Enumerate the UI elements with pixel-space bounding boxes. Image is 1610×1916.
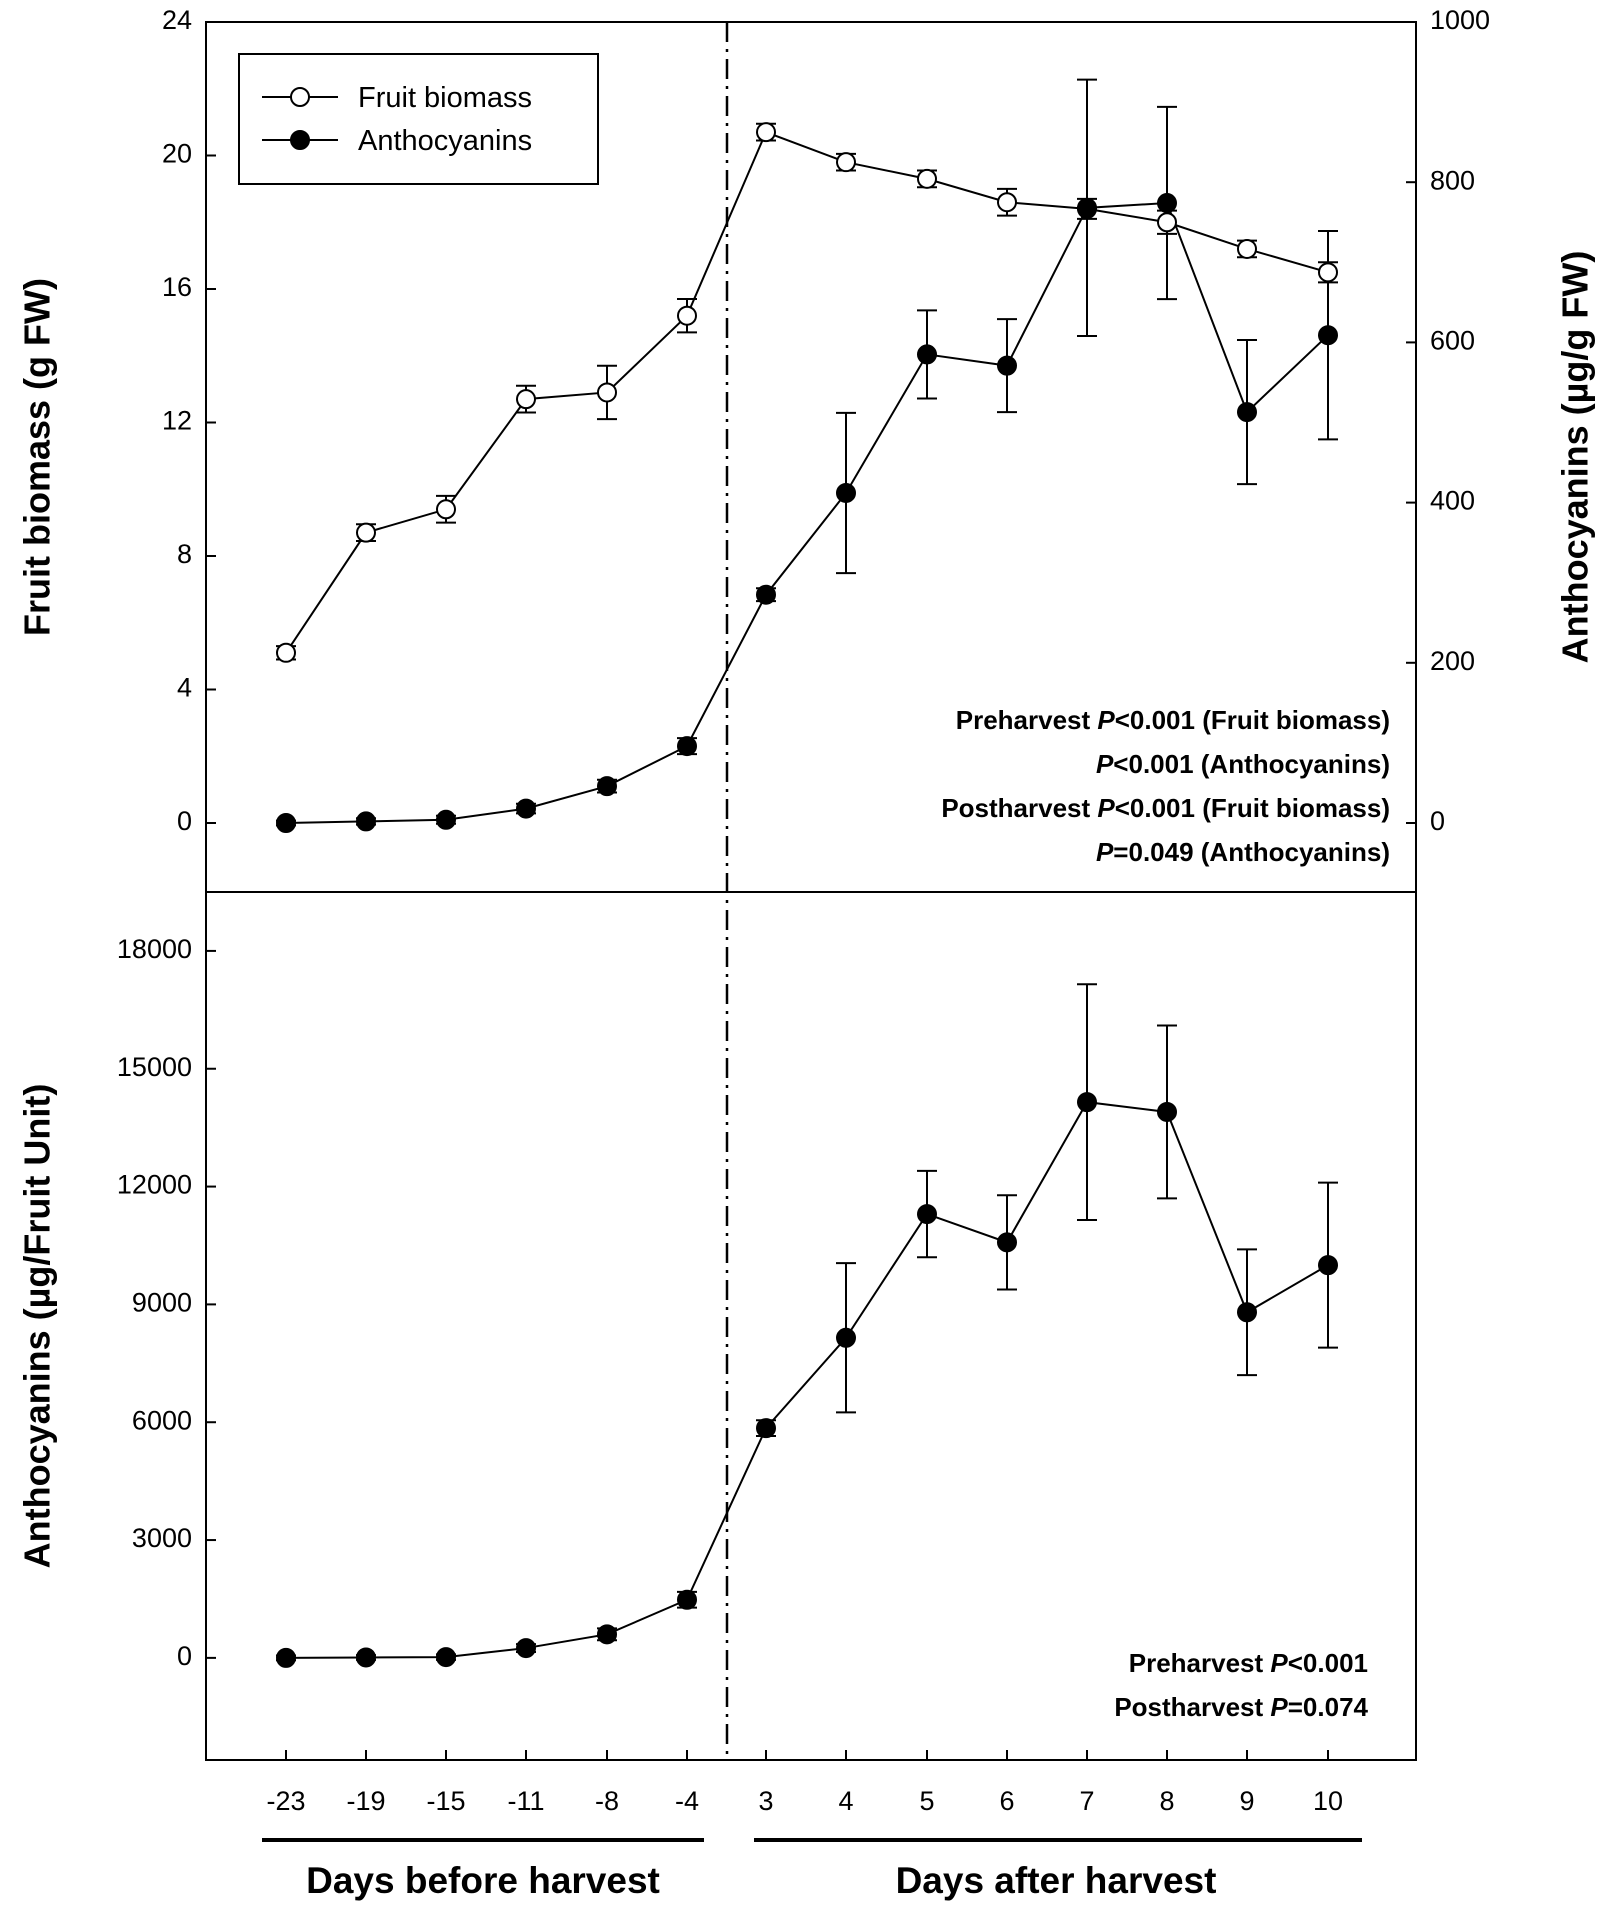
anthocyanins-per-fruit-point [1077, 1092, 1097, 1113]
top-left-axis-title: Fruit biomass (g FW) [17, 278, 58, 636]
anthocyanins-fw-point [756, 584, 776, 605]
y-tick-label: 12 [162, 406, 192, 436]
anthocyanins-per-fruit-point [836, 1327, 856, 1348]
x-tick-label: -8 [595, 1786, 619, 1816]
annotation-line: P=0.049 (Anthocyanins) [1096, 837, 1390, 867]
y-tick-label: 15000 [117, 1052, 192, 1082]
fruit-biomass-line [285, 130, 1329, 654]
anthocyanins-per-fruit-point [917, 1204, 937, 1225]
x-tick-label: 4 [838, 1786, 853, 1816]
anthocyanins-per-fruit-point [1318, 1255, 1338, 1276]
anthocyanins-fw-point [597, 776, 617, 797]
fruit-biomass-point [436, 499, 456, 520]
x-tick-label: 9 [1239, 1786, 1254, 1816]
anthocyanins-fw-point [1157, 193, 1177, 214]
y-right-tick-label: 1000 [1430, 5, 1490, 35]
anthocyanins-per-fruit-point [997, 1232, 1017, 1253]
y-right-tick-label: 0 [1430, 806, 1445, 836]
anthocyanins-fw-point [917, 344, 937, 365]
x-tick-label: -11 [507, 1786, 544, 1816]
anthocyanins-per-fruit-point [1157, 1101, 1177, 1122]
x-tick-label: 8 [1159, 1786, 1174, 1816]
anthocyanins-fw-point [997, 355, 1017, 376]
anthocyanins-per-fruit-point [756, 1418, 776, 1439]
anthocyanins-per-fruit-point [276, 1647, 296, 1668]
anthocyanins-per-fruit-point [677, 1589, 697, 1610]
fruit-biomass-point [836, 152, 856, 173]
legend-box [238, 53, 599, 185]
top-panel-annotation: Preharvest P<0.001 (Fruit biomass) P<0.0… [941, 705, 1390, 867]
anthocyanins-per-fruit-point [597, 1624, 617, 1645]
y-tick-label: 3000 [132, 1523, 192, 1553]
annotation-line: Postharvest P<0.001 (Fruit biomass) [941, 793, 1390, 823]
fruit-biomass-point [677, 305, 697, 326]
days-after-harvest-label: Days after harvest [896, 1860, 1217, 1901]
x-tick-label: 3 [758, 1786, 773, 1816]
anthocyanins-fw-point [516, 798, 536, 819]
anthocyanins-per-fruit-point [356, 1647, 376, 1668]
legend-marker-open-circle [290, 87, 310, 107]
x-tick-label: 10 [1313, 1786, 1343, 1816]
anthocyanins-per-fruit-point [516, 1638, 536, 1659]
x-tick-label: -23 [266, 1786, 305, 1816]
fruit-biomass-point [356, 522, 376, 543]
anthocyanins-per-fruit-line [285, 1101, 1329, 1659]
days-before-harvest-label: Days before harvest [306, 1860, 660, 1901]
bottom-panel-annotation: Preharvest P<0.001 Postharvest P=0.074 [1114, 1648, 1368, 1722]
x-tick-label: -15 [426, 1786, 465, 1816]
anthocyanins-per-fruit-point [436, 1647, 456, 1668]
legend-label-fruit-biomass: Fruit biomass [358, 82, 532, 114]
x-tick-label: -4 [675, 1786, 699, 1816]
x-tick-label: 5 [919, 1786, 934, 1816]
y-right-tick-label: 400 [1430, 486, 1475, 516]
anthocyanins-fw-line [285, 201, 1329, 824]
y-tick-label: 18000 [117, 934, 192, 964]
legend-label-anthocyanins: Anthocyanins [358, 125, 532, 157]
fruit-biomass-point [516, 389, 536, 410]
y-tick-label: 0 [177, 1641, 192, 1671]
anthocyanins-per-fruit-point [1237, 1302, 1257, 1323]
fruit-biomass-point [1318, 262, 1338, 283]
y-tick-label: 12000 [117, 1170, 192, 1200]
y-tick-label: 0 [177, 806, 192, 836]
bottom-left-axis-title: Anthocyanins (µg/Fruit Unit) [17, 1084, 58, 1569]
anthocyanins-fw-point [836, 482, 856, 503]
fruit-biomass-point [1237, 238, 1257, 259]
anthocyanins-fw-point [436, 809, 456, 830]
anthocyanins-fw-point [1237, 402, 1257, 423]
anthocyanins-fw-point [1077, 197, 1097, 218]
anthocyanins-fw-point [1318, 325, 1338, 346]
y-right-tick-label: 800 [1430, 165, 1475, 195]
annotation-line: Preharvest P<0.001 [1129, 1648, 1368, 1678]
x-tick-label: -19 [346, 1786, 385, 1816]
fruit-biomass-point [997, 192, 1017, 213]
x-tick-label: 7 [1079, 1786, 1094, 1816]
y-tick-label: 6000 [132, 1405, 192, 1435]
y-tick-label: 16 [162, 272, 192, 302]
anthocyanins-fw-point [677, 736, 697, 757]
fruit-biomass-point [917, 168, 937, 189]
fruit-biomass-point [1157, 212, 1177, 233]
x-tick-label: 6 [999, 1786, 1014, 1816]
annotation-line: Preharvest P<0.001 (Fruit biomass) [956, 705, 1390, 735]
anthocyanins-fw-point [276, 813, 296, 833]
annotation-line: Postharvest P=0.074 [1114, 1692, 1368, 1722]
y-tick-label: 20 [162, 139, 192, 169]
fruit-biomass-point [756, 122, 776, 143]
legend-marker-filled-circle [290, 130, 310, 150]
fruit-biomass-point [276, 642, 296, 663]
y-tick-label: 9000 [132, 1288, 192, 1318]
y-tick-label: 24 [162, 5, 192, 35]
fruit-biomass-point [597, 382, 617, 403]
y-right-tick-label: 200 [1430, 646, 1475, 676]
top-right-axis-title: Anthocyanins (µg/g FW) [1555, 251, 1596, 664]
y-right-tick-label: 600 [1430, 326, 1475, 356]
y-tick-label: 4 [177, 673, 192, 703]
anthocyanins-fw-point [356, 811, 376, 832]
annotation-line: P<0.001 (Anthocyanins) [1096, 749, 1390, 779]
y-tick-label: 8 [177, 539, 192, 569]
legend: Fruit biomass Anthocyanins [238, 53, 599, 185]
